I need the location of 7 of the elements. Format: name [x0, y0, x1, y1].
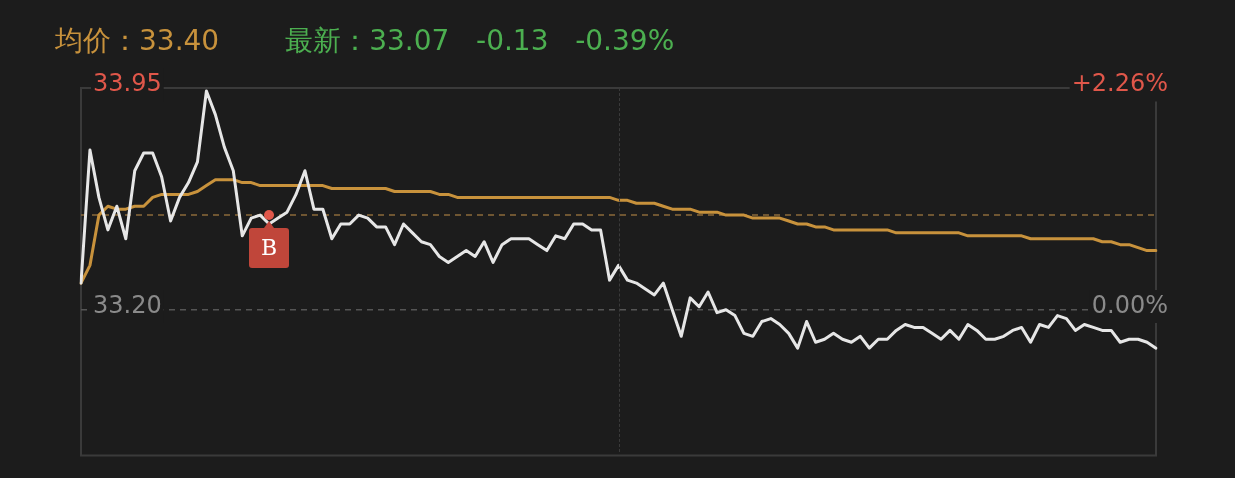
- y2-tick-label: 0.00%: [1091, 290, 1168, 319]
- chart-title: 均价：33.40: [55, 23, 220, 59]
- chart-subtitle: 最新：33.07 -0.13 -0.39%: [285, 23, 675, 59]
- y-tick-label: 33.95: [93, 69, 162, 98]
- y2-tick-label: +2.26%: [1071, 69, 1168, 98]
- y-tick-label: 33.20: [93, 290, 162, 319]
- ref-line-label: B: [249, 228, 290, 269]
